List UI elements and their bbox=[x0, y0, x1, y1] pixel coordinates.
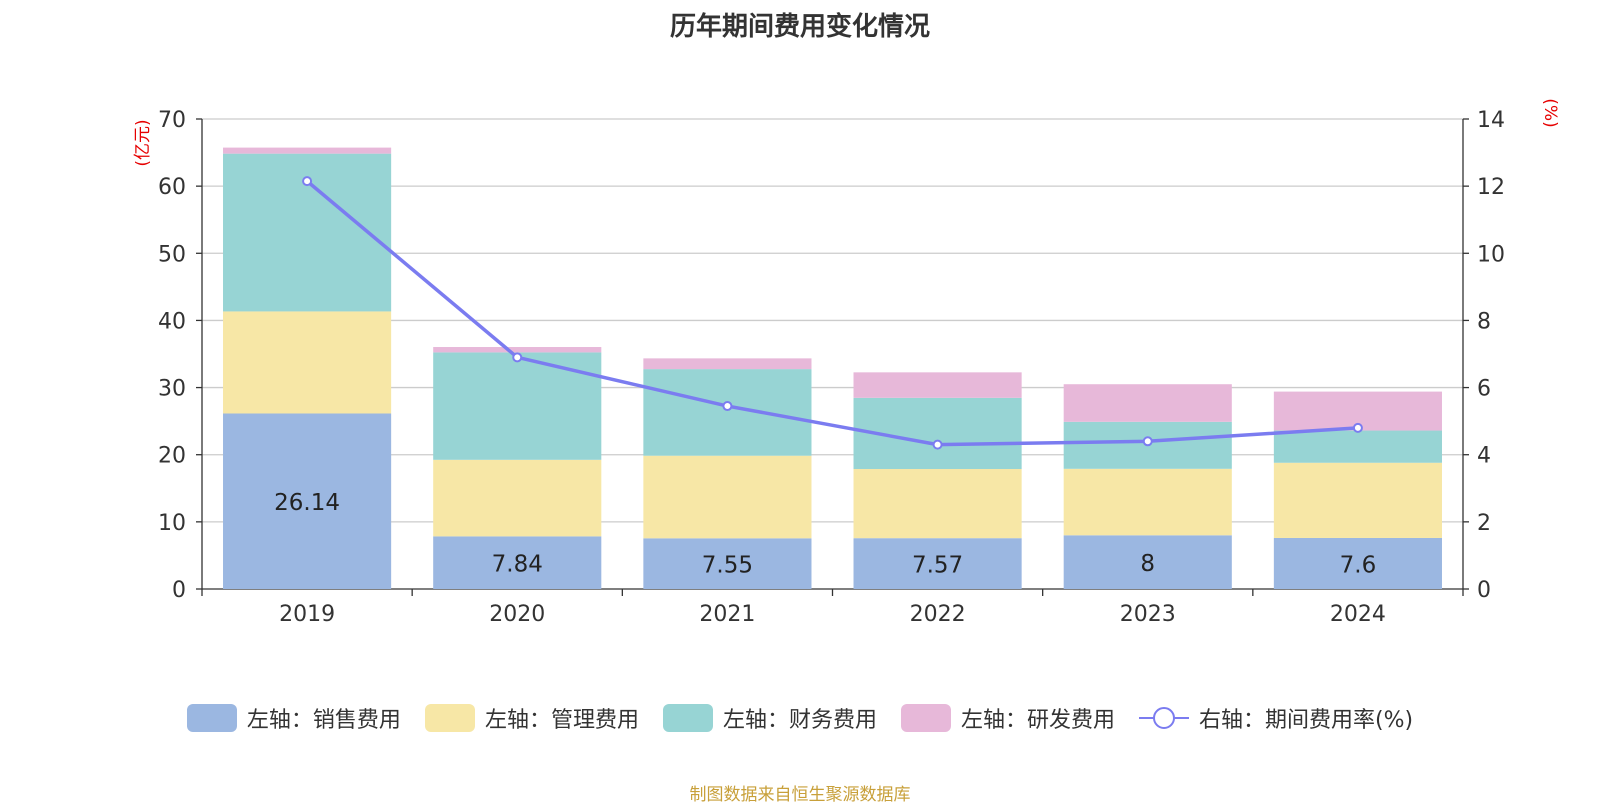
bar-admin-2022 bbox=[853, 469, 1022, 539]
legend: 左轴：销售费用 左轴：管理费用 左轴：财务费用 左轴：研发费用 右轴：期间费用率(%) bbox=[0, 702, 1600, 734]
y-right-tick-label: 4 bbox=[1477, 444, 1491, 469]
y-left-tick-label: 60 bbox=[158, 175, 186, 200]
x-tick-label: 2019 bbox=[279, 602, 335, 627]
bar-rnd-2022 bbox=[853, 372, 1022, 398]
y-right-unit-label: (%) bbox=[1540, 98, 1560, 127]
y-left-tick-label: 30 bbox=[158, 377, 186, 402]
bar-data-label: 7.57 bbox=[912, 553, 963, 579]
bar-finance-2020 bbox=[433, 352, 602, 460]
bar-rnd-2020 bbox=[433, 347, 602, 353]
line-point-2019 bbox=[302, 176, 313, 187]
legend-swatch bbox=[424, 704, 475, 732]
legend-swatch bbox=[186, 704, 237, 732]
line-point-2023 bbox=[1142, 436, 1153, 447]
legend-label: 左轴：销售费用 bbox=[246, 708, 401, 733]
legend-line-icon bbox=[1138, 707, 1189, 729]
line-period-expense-rate bbox=[305, 179, 1359, 447]
bar-sales-2019 bbox=[223, 413, 392, 589]
x-tick-label: 2021 bbox=[699, 602, 755, 627]
bar-sales-2024 bbox=[1273, 537, 1442, 589]
y-left-unit-label: (亿元) bbox=[133, 119, 153, 166]
bar-rnd-2021 bbox=[643, 358, 812, 370]
line-point-2022 bbox=[932, 439, 943, 450]
y-left-tick-label: 10 bbox=[158, 511, 186, 536]
y-right-tick-label: 14 bbox=[1477, 108, 1505, 133]
x-tick-label: 2023 bbox=[1120, 602, 1176, 627]
legend-label: 左轴：管理费用 bbox=[484, 708, 639, 733]
legend-item[interactable]: 左轴：财务费用 bbox=[662, 702, 877, 734]
bar-finance-2021 bbox=[643, 369, 812, 456]
line-point-2020 bbox=[512, 352, 523, 363]
y-right-tick-label: 2 bbox=[1477, 511, 1491, 536]
y-left-tick-label: 50 bbox=[158, 242, 186, 267]
y-right-tick-label: 0 bbox=[1477, 578, 1491, 603]
y-right-tick-label: 8 bbox=[1477, 309, 1491, 334]
bar-sales-2022 bbox=[853, 538, 1022, 589]
y-left-tick-label: 0 bbox=[172, 578, 186, 603]
bar-sales-2020 bbox=[433, 536, 602, 589]
bar-admin-2020 bbox=[433, 459, 602, 537]
bar-data-label: 7.84 bbox=[492, 552, 543, 578]
bar-data-label: 7.55 bbox=[702, 553, 753, 579]
legend-swatch bbox=[900, 704, 951, 732]
y-right-tick-label: 10 bbox=[1477, 242, 1505, 267]
legend-label: 左轴：财务费用 bbox=[722, 708, 877, 733]
chart-plot: 0 10 20 30 40 50 60 70 0 2 4 6 8 10 12 14 (亿元) (%) 2019 202… bbox=[133, 98, 1560, 627]
bar-data-label: 26.14 bbox=[274, 490, 340, 516]
bar-sales-2021 bbox=[643, 538, 812, 589]
x-tick-label: 2024 bbox=[1330, 602, 1386, 627]
bar-admin-2019 bbox=[223, 311, 392, 414]
x-tick-label: 2022 bbox=[910, 602, 966, 627]
source-note: 制图数据来自恒生聚源数据库 bbox=[689, 785, 911, 805]
y-left-tick-label: 40 bbox=[158, 309, 186, 334]
legend-item[interactable]: 右轴：期间费用率(%) bbox=[1138, 702, 1414, 734]
bar-sales-2023 bbox=[1063, 535, 1232, 589]
line-point-2024 bbox=[1352, 422, 1363, 433]
bar-admin-2021 bbox=[643, 455, 812, 539]
bar-rnd-2019 bbox=[223, 147, 392, 154]
x-tick-label: 2020 bbox=[489, 602, 545, 627]
bar-admin-2023 bbox=[1063, 468, 1232, 536]
legend-item[interactable]: 左轴：研发费用 bbox=[900, 702, 1115, 734]
bar-finance-2024 bbox=[1273, 430, 1442, 463]
bar-data-label: 8 bbox=[1140, 551, 1155, 577]
legend-label: 左轴：研发费用 bbox=[960, 708, 1115, 733]
line-point-2021 bbox=[722, 401, 733, 412]
bar-rnd-2023 bbox=[1063, 384, 1232, 422]
y-right-tick-label: 12 bbox=[1477, 175, 1505, 200]
chart-title: 历年期间费用变化情况 bbox=[669, 12, 930, 42]
y-left-tick-label: 70 bbox=[158, 108, 186, 133]
bar-data-label: 7.6 bbox=[1340, 552, 1377, 578]
y-left-tick-label: 20 bbox=[158, 444, 186, 469]
bar-admin-2024 bbox=[1273, 462, 1442, 538]
legend-item[interactable]: 左轴：销售费用 bbox=[186, 702, 401, 734]
legend-label: 右轴：期间费用率(%) bbox=[1198, 708, 1414, 733]
legend-swatch bbox=[662, 704, 713, 732]
y-right-tick-label: 6 bbox=[1477, 377, 1491, 402]
legend-item[interactable]: 左轴：管理费用 bbox=[424, 702, 639, 734]
